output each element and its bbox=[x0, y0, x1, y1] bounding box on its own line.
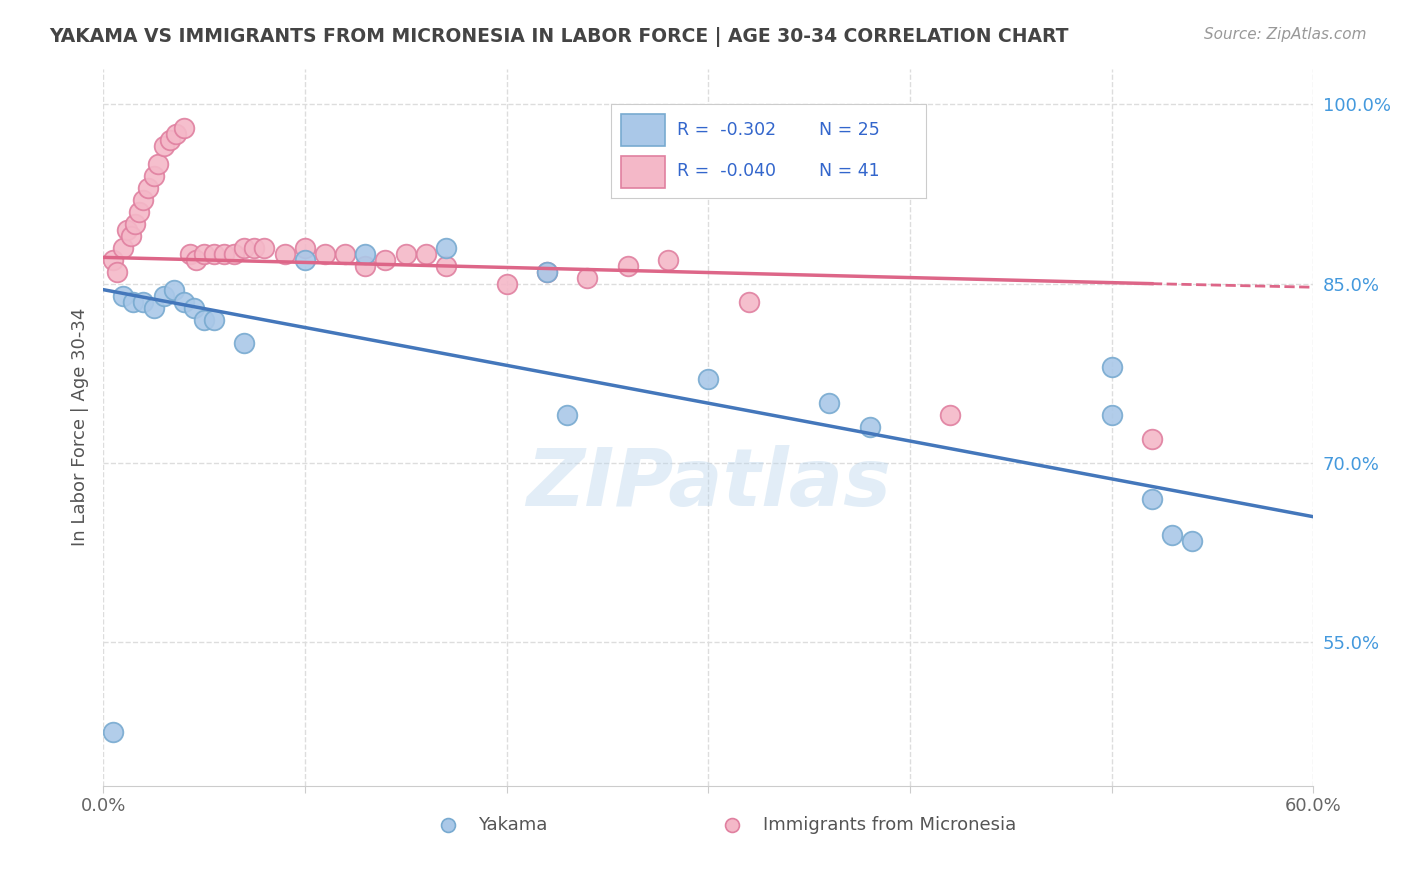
Text: Immigrants from Micronesia: Immigrants from Micronesia bbox=[762, 816, 1017, 834]
Point bbox=[212, 246, 235, 260]
Point bbox=[117, 223, 139, 237]
Y-axis label: In Labor Force | Age 30-34: In Labor Force | Age 30-34 bbox=[72, 308, 89, 546]
Point bbox=[1101, 408, 1123, 422]
Point bbox=[233, 336, 256, 351]
Point bbox=[233, 241, 256, 255]
Point bbox=[142, 301, 165, 315]
Text: ZIPatlas: ZIPatlas bbox=[526, 445, 891, 524]
Point bbox=[555, 408, 578, 422]
Point bbox=[142, 169, 165, 183]
Point bbox=[294, 241, 316, 255]
Point bbox=[616, 259, 638, 273]
Point bbox=[858, 420, 880, 434]
Point bbox=[120, 228, 142, 243]
Point bbox=[434, 241, 457, 255]
Point bbox=[536, 265, 558, 279]
Point bbox=[183, 301, 205, 315]
Point bbox=[415, 246, 437, 260]
Point bbox=[152, 139, 174, 153]
Point bbox=[173, 294, 195, 309]
Point bbox=[243, 241, 266, 255]
Point bbox=[314, 246, 336, 260]
Point bbox=[737, 294, 759, 309]
Point bbox=[495, 277, 517, 291]
Text: Source: ZipAtlas.com: Source: ZipAtlas.com bbox=[1204, 27, 1367, 42]
Point bbox=[354, 246, 377, 260]
Point bbox=[294, 252, 316, 267]
Point bbox=[103, 252, 125, 267]
Point bbox=[1181, 533, 1204, 548]
Point bbox=[657, 252, 679, 267]
Point bbox=[1101, 360, 1123, 375]
Point bbox=[202, 312, 225, 326]
Point bbox=[354, 259, 377, 273]
Point bbox=[112, 288, 135, 302]
Point bbox=[224, 246, 246, 260]
Point bbox=[939, 408, 962, 422]
Point bbox=[179, 246, 201, 260]
Point bbox=[193, 246, 215, 260]
Point bbox=[103, 724, 125, 739]
Point bbox=[146, 157, 169, 171]
Point bbox=[105, 265, 128, 279]
Point bbox=[395, 246, 418, 260]
Point bbox=[253, 241, 276, 255]
Point bbox=[159, 133, 181, 147]
Point bbox=[165, 128, 187, 142]
Text: YAKAMA VS IMMIGRANTS FROM MICRONESIA IN LABOR FORCE | AGE 30-34 CORRELATION CHAR: YAKAMA VS IMMIGRANTS FROM MICRONESIA IN … bbox=[49, 27, 1069, 46]
Point bbox=[576, 270, 599, 285]
Point bbox=[112, 241, 135, 255]
Point bbox=[136, 181, 159, 195]
Point bbox=[152, 288, 174, 302]
Point bbox=[184, 252, 207, 267]
Point bbox=[1161, 527, 1184, 541]
Point bbox=[1140, 491, 1163, 506]
Point bbox=[536, 265, 558, 279]
Point bbox=[132, 294, 155, 309]
Point bbox=[173, 121, 195, 136]
Point bbox=[434, 259, 457, 273]
Point bbox=[202, 246, 225, 260]
Point bbox=[128, 205, 150, 219]
Point bbox=[122, 294, 145, 309]
Point bbox=[818, 396, 841, 410]
Point bbox=[1140, 432, 1163, 446]
Point bbox=[132, 193, 155, 207]
Point bbox=[124, 217, 146, 231]
Point bbox=[273, 246, 295, 260]
Point bbox=[697, 372, 720, 386]
Point bbox=[374, 252, 396, 267]
Text: Yakama: Yakama bbox=[478, 816, 548, 834]
Point bbox=[333, 246, 356, 260]
Point bbox=[163, 283, 186, 297]
Point bbox=[193, 312, 215, 326]
